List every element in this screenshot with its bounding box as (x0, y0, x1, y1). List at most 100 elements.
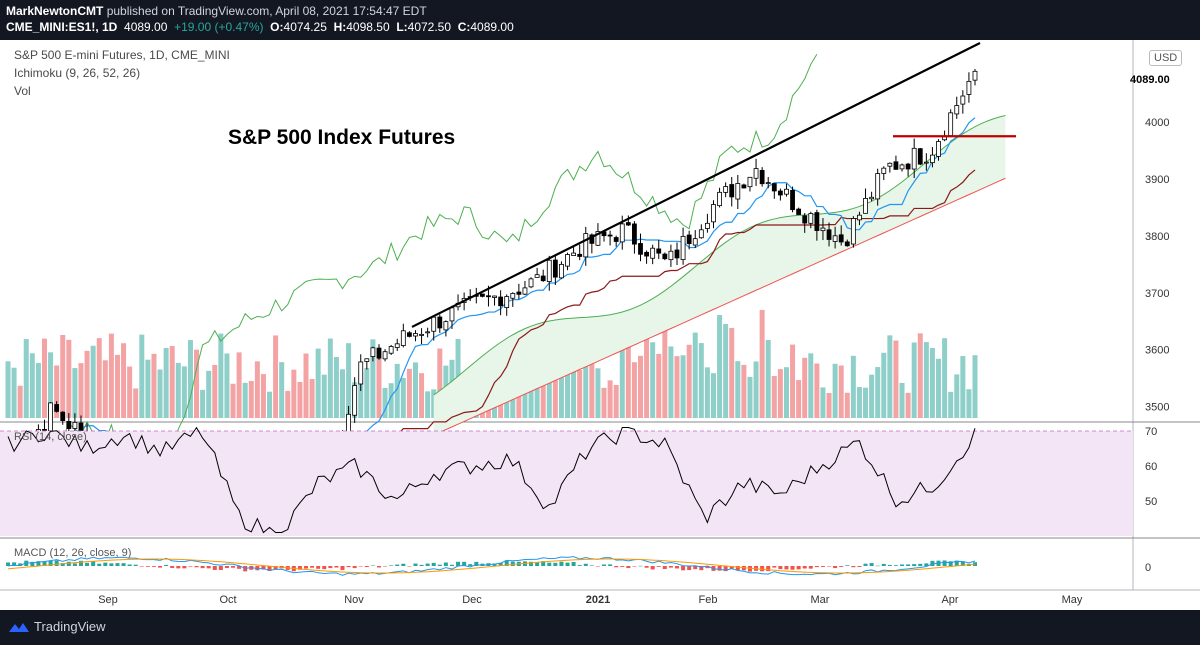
price-candle (78, 422, 84, 431)
price-candle (534, 274, 540, 278)
macd-histogram-bar (498, 562, 503, 566)
senkou-span-a (433, 115, 1006, 396)
price-candle (936, 141, 941, 157)
volume-bar (236, 352, 242, 418)
macd-histogram-bar (352, 566, 357, 569)
volume-bar (267, 391, 273, 418)
price-candle (881, 167, 887, 174)
chart-annotation-title: S&P 500 Index Futures (228, 126, 456, 149)
macd-histogram-bar (735, 566, 740, 571)
time-tick-label: Dec (462, 594, 482, 606)
price-scale[interactable] (1133, 40, 1200, 610)
tradingview-logo[interactable]: TradingView (8, 619, 106, 634)
macd-histogram-bar (12, 562, 17, 566)
macd-histogram-bar (182, 566, 187, 569)
macd-histogram-bar (887, 565, 892, 566)
macd-histogram-bar (620, 566, 625, 567)
macd-histogram-bar (158, 566, 163, 568)
price-candle (729, 184, 735, 198)
volume-bar (656, 353, 662, 418)
volume-bar (145, 359, 151, 418)
macd-histogram-bar (224, 566, 229, 569)
volume-bar (704, 367, 710, 418)
price-candle (425, 331, 431, 334)
macd-histogram-bar (504, 560, 509, 566)
macd-histogram-bar (906, 564, 911, 566)
price-candle (808, 213, 814, 224)
legend-volume[interactable]: Vol (14, 84, 31, 98)
volume-bar (844, 392, 850, 418)
volume-bar (41, 338, 47, 418)
rsi-tick-label: 50 (1145, 496, 1157, 508)
volume-bar (662, 321, 668, 418)
volume-bar (175, 362, 181, 418)
volume-bar (510, 391, 516, 418)
macd-label[interactable]: MACD (12, 26, close, 9) (14, 547, 132, 559)
volume-bar (114, 354, 120, 418)
author-name[interactable]: MarkNewtonCMT (6, 4, 104, 18)
volume-bar (802, 357, 808, 418)
price-candle (431, 316, 437, 332)
price-candle (552, 259, 558, 278)
volume-bar (321, 374, 327, 418)
volume-bar (638, 355, 644, 418)
macd-histogram-bar (827, 566, 832, 567)
macd-histogram-bar (121, 563, 126, 566)
macd-histogram-bar (334, 566, 339, 568)
macd-histogram-bar (413, 563, 418, 566)
macd-histogram-bar (547, 562, 552, 566)
volume-bar (929, 347, 935, 418)
volume-bar (936, 358, 942, 418)
macd-histogram-bar (918, 563, 923, 566)
price-candle (516, 291, 522, 295)
price-candle (419, 333, 424, 336)
volume-bar (279, 362, 285, 418)
legend-main[interactable]: S&P 500 E-mini Futures, 1D, CME_MINI (14, 48, 230, 62)
legend-ichimoku[interactable]: Ichimoku (9, 26, 52, 26) (14, 66, 141, 80)
price-candle (72, 421, 78, 429)
rsi-label[interactable]: RSI (14, close) (14, 431, 87, 443)
volume-bar (613, 384, 619, 418)
volume-bar (60, 334, 66, 418)
price-candle (741, 184, 747, 189)
symbol-label[interactable]: CME_MINI:ES1!, 1D (6, 20, 118, 34)
price-candle (638, 243, 643, 255)
currency-badge[interactable]: USD (1149, 50, 1183, 66)
volume-bar (133, 388, 139, 418)
macd-histogram-bar (851, 566, 856, 568)
price-candle (674, 249, 680, 259)
open-value: 4074.25 (283, 20, 327, 34)
macd-histogram-bar (24, 560, 29, 566)
price-candle (510, 293, 516, 299)
macd-histogram-bar (687, 566, 692, 571)
volume-bar (960, 356, 966, 418)
price-candle (972, 70, 978, 81)
open-label: O: (270, 20, 284, 34)
macd-histogram-bar (820, 566, 825, 567)
volume-bar (17, 385, 23, 418)
price-tick-label: 3900 (1145, 174, 1169, 186)
macd-histogram-bar (200, 566, 205, 569)
macd-histogram-bar (109, 563, 114, 566)
price-candle (42, 428, 47, 431)
chart-svg[interactable]: 3500 3600 3700 3800 3900 4000 50 60 70 0 Sep Oct Nov… (0, 40, 1200, 610)
macd-histogram-bar (389, 565, 394, 566)
macd-histogram-bar (942, 560, 947, 566)
macd-histogram-bar (577, 565, 582, 566)
macd-histogram-bar (60, 563, 65, 566)
macd-histogram-bar (6, 562, 10, 566)
macd-histogram-bar (699, 566, 704, 571)
macd-histogram-bar (151, 566, 156, 567)
volume-bar (139, 334, 145, 418)
price-candle (680, 235, 686, 260)
volume-bar (595, 368, 601, 418)
volume-bar (419, 373, 425, 418)
chart-area[interactable]: 3500 3600 3700 3800 3900 4000 50 60 70 0 Sep Oct Nov… (0, 40, 1200, 610)
price-candle (802, 215, 808, 224)
price-candle (394, 343, 400, 348)
price-candle (565, 254, 570, 267)
price-candle (735, 183, 741, 200)
price-candle (692, 238, 698, 246)
price-candle (717, 191, 722, 207)
volume-bar (5, 361, 11, 418)
